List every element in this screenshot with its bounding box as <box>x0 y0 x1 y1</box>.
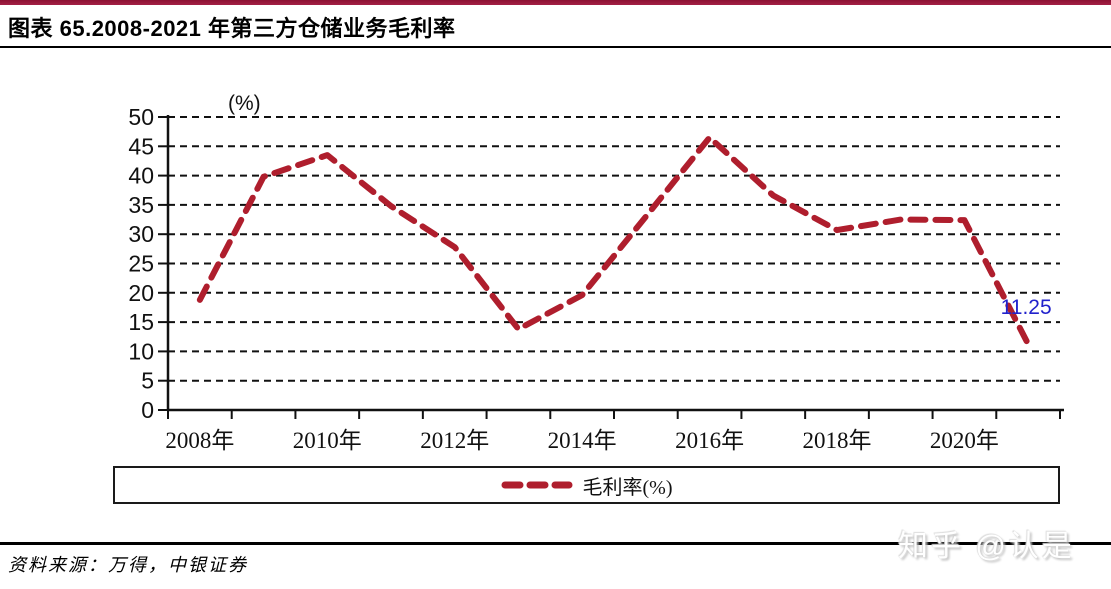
top-accent-bar <box>0 0 1111 5</box>
x-axis-label: 2010年 <box>293 428 362 453</box>
chart-title: 图表 65.2008-2021 年第三方仓储业务毛利率 <box>8 16 456 41</box>
x-axis-label: 2008年 <box>165 428 234 453</box>
legend: 毛利率(%) <box>113 466 1060 504</box>
y-axis-label: 0 <box>141 397 154 423</box>
y-axis-label: 50 <box>128 104 154 130</box>
title-underline <box>0 46 1111 48</box>
x-axis-label: 2014年 <box>548 428 617 453</box>
source-note: 资料来源：万得，中银证券 <box>8 555 248 575</box>
legend-line-sample <box>501 481 572 489</box>
y-unit-label: (%) <box>228 92 261 115</box>
x-axis-label: 2020年 <box>930 428 999 453</box>
y-axis-label: 40 <box>128 163 154 189</box>
x-axis-label: 2018年 <box>803 428 872 453</box>
legend-label: 毛利率(%) <box>582 476 673 499</box>
y-axis-label: 5 <box>141 368 154 394</box>
y-axis-label: 20 <box>128 280 154 306</box>
y-axis-label: 25 <box>128 251 154 277</box>
footer-rule <box>0 542 1111 545</box>
y-axis-label: 10 <box>128 338 154 364</box>
x-axis-label: 2016年 <box>675 428 744 453</box>
watermark: 知乎 @认是 <box>898 530 1075 563</box>
gross-margin-line <box>196 134 1032 348</box>
last-value-label: 11.25 <box>1001 296 1052 319</box>
x-axis-label: 2012年 <box>420 428 489 453</box>
y-axis-label: 35 <box>128 192 154 218</box>
y-axis-label: 45 <box>128 133 154 159</box>
y-axis-label: 30 <box>128 221 154 247</box>
y-axis-label: 15 <box>128 309 154 335</box>
